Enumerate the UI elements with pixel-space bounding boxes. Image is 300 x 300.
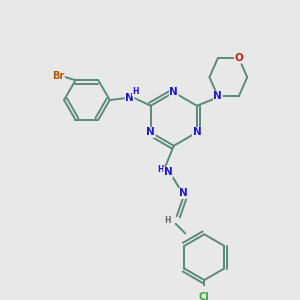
Text: H: H: [157, 165, 164, 174]
Text: N: N: [179, 188, 188, 198]
Text: H: H: [164, 215, 170, 224]
Text: H: H: [132, 87, 139, 96]
Text: N: N: [169, 87, 178, 98]
Text: O: O: [234, 53, 243, 63]
Text: N: N: [125, 93, 134, 103]
Text: N: N: [164, 167, 172, 177]
Text: N: N: [193, 128, 201, 137]
Text: Br: Br: [52, 71, 64, 81]
Text: N: N: [214, 91, 222, 101]
Text: Cl: Cl: [199, 292, 210, 300]
Text: N: N: [146, 128, 155, 137]
